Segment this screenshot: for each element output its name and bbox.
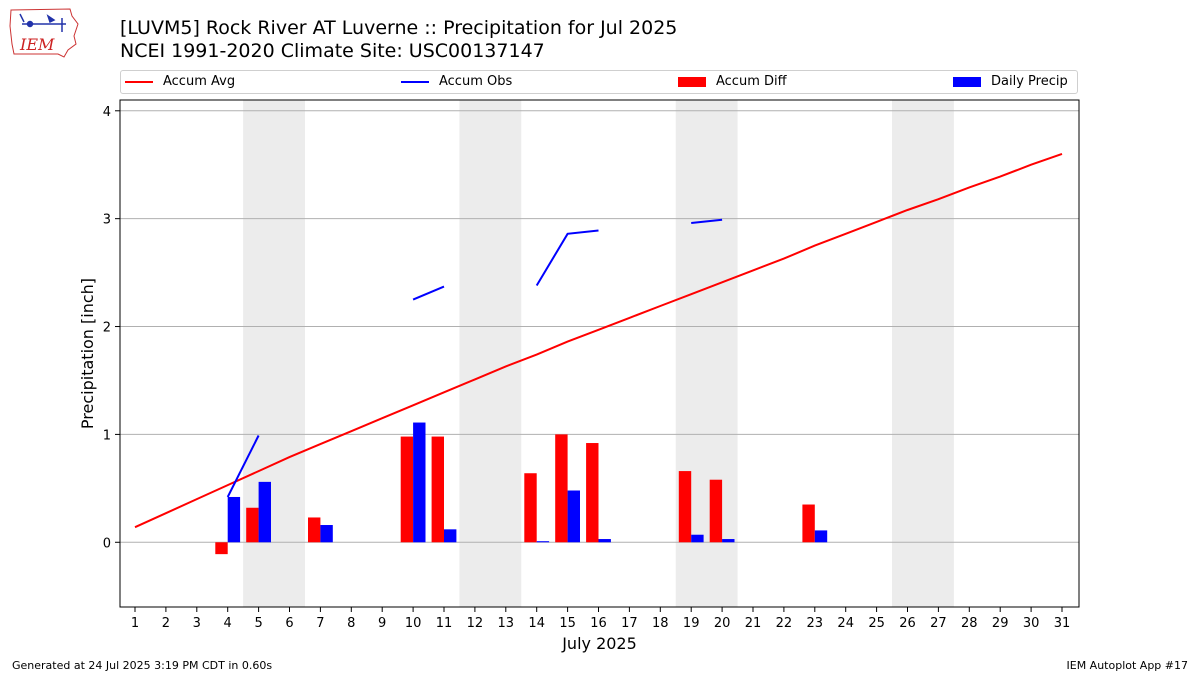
bar-accum-diff-day-7 (308, 517, 321, 543)
x-tick-label-22: 22 (776, 616, 793, 631)
x-tick-label-17: 17 (621, 616, 638, 631)
bar-accum-diff-day-19 (678, 471, 692, 543)
legend-swatch-accum-obs (401, 80, 429, 83)
legend-swatch-accum-avg (125, 80, 153, 83)
x-tick-label-18: 18 (652, 616, 669, 631)
legend-item-accum-avg: Accum Avg (125, 74, 235, 92)
bars (215, 422, 828, 555)
bar-daily-precip-day-4 (227, 496, 241, 543)
bar-daily-precip-day-16 (598, 539, 611, 543)
x-tick-label-29: 29 (992, 616, 1009, 631)
y-tick-label-2: 2 (103, 321, 111, 336)
x-tick-label-27: 27 (930, 616, 947, 631)
legend-item-accum-obs: Accum Obs (401, 74, 512, 92)
y-axis-label: Precipitation [inch] (78, 278, 97, 429)
legend-item-daily-precip: Daily Precip (953, 74, 1068, 92)
bar-accum-diff-day-10 (400, 436, 414, 543)
x-axis-label: July 2025 (561, 634, 637, 653)
x-tick-label-9: 9 (378, 616, 386, 631)
line-accum-obs-segment-4 (691, 218, 723, 224)
x-tick-label-6: 6 (285, 616, 293, 631)
y-tick-label-0: 0 (103, 536, 111, 551)
x-tick-label-31: 31 (1054, 616, 1071, 631)
x-tick-label-25: 25 (868, 616, 885, 631)
bar-accum-diff-day-16 (586, 443, 599, 543)
legend-swatch-daily-precip (953, 76, 981, 87)
x-tick-label-3: 3 (193, 616, 201, 631)
x-tick-label-11: 11 (436, 616, 453, 631)
bar-daily-precip-day-15 (567, 490, 580, 543)
x-tick-label-2: 2 (162, 616, 170, 631)
weather-station-icon (19, 13, 66, 32)
x-tick-label-14: 14 (528, 616, 545, 631)
logo-text: IEM (19, 35, 55, 54)
bar-accum-diff-day-23 (802, 504, 815, 543)
bar-accum-diff-day-11 (431, 436, 444, 543)
bar-daily-precip-day-5 (258, 481, 271, 543)
x-tick-label-7: 7 (316, 616, 324, 631)
x-tick-label-26: 26 (899, 616, 916, 631)
line-accum-obs-segment-2 (412, 285, 445, 301)
x-tick-label-5: 5 (254, 616, 262, 631)
bar-daily-precip-day-23 (814, 530, 828, 543)
y-tick-label-3: 3 (103, 213, 111, 228)
footer-generated: Generated at 24 Jul 2025 3:19 PM CDT in … (12, 659, 273, 672)
bar-accum-diff-day-15 (555, 434, 568, 543)
weekend-band-2 (459, 100, 522, 607)
iowa-outline-shape (9, 8, 79, 58)
bar-accum-diff-day-5 (246, 507, 259, 543)
bar-daily-precip-day-7 (320, 525, 333, 543)
chart-title: [LUVM5] Rock River AT Luverne :: Precipi… (120, 17, 678, 39)
gridlines (120, 110, 1079, 543)
x-tick-label-12: 12 (467, 616, 484, 631)
line-accum-avg-segment-1 (134, 152, 1063, 529)
x-tick-label-4: 4 (224, 616, 232, 631)
footer-app: IEM Autoplot App #17 (1066, 659, 1189, 672)
bar-accum-diff-day-20 (709, 479, 723, 543)
x-tick-label-30: 30 (1023, 616, 1040, 631)
x-tick-label-8: 8 (347, 616, 355, 631)
bar-accum-diff-day-4 (215, 542, 228, 555)
legend-label-accum-diff: Accum Diff (716, 74, 787, 89)
bar-daily-precip-day-11 (444, 529, 457, 543)
x-tick-label-21: 21 (745, 616, 762, 631)
bar-daily-precip-day-19 (691, 534, 704, 543)
chart-subtitle: NCEI 1991-2020 Climate Site: USC00137147 (120, 40, 545, 62)
legend: Accum Avg Accum Obs Accum Diff Daily Pre… (120, 70, 1078, 94)
x-tick-label-13: 13 (498, 616, 515, 631)
x-tick-label-28: 28 (961, 616, 978, 631)
plot-frame (119, 99, 1080, 608)
iem-logo: IEM (9, 8, 79, 58)
lines (134, 152, 1063, 529)
line-accum-obs-segment-1 (226, 435, 260, 498)
legend-label-daily-precip: Daily Precip (991, 74, 1068, 89)
x-tick-label-1: 1 (131, 616, 139, 631)
line-accum-obs-segment-3 (535, 229, 599, 287)
x-tick-label-23: 23 (807, 616, 824, 631)
weekend-band-4 (892, 100, 954, 607)
y-tick-label-1: 1 (103, 428, 111, 443)
x-tick-label-16: 16 (590, 616, 607, 631)
x-tick-label-24: 24 (837, 616, 854, 631)
y-tick-label-4: 4 (103, 105, 111, 120)
legend-label-accum-obs: Accum Obs (439, 74, 513, 89)
legend-item-accum-diff: Accum Diff (678, 74, 787, 92)
bar-accum-diff-day-14 (524, 473, 537, 543)
bar-daily-precip-day-14 (536, 541, 550, 543)
legend-label-accum-avg: Accum Avg (163, 74, 236, 89)
x-tick-label-19: 19 (683, 616, 700, 631)
x-tick-label-10: 10 (405, 616, 422, 631)
legend-swatch-accum-diff (678, 76, 706, 87)
bar-daily-precip-day-20 (722, 539, 735, 543)
bar-daily-precip-day-10 (413, 422, 426, 543)
x-tick-label-15: 15 (559, 616, 576, 631)
x-tick-label-20: 20 (714, 616, 731, 631)
